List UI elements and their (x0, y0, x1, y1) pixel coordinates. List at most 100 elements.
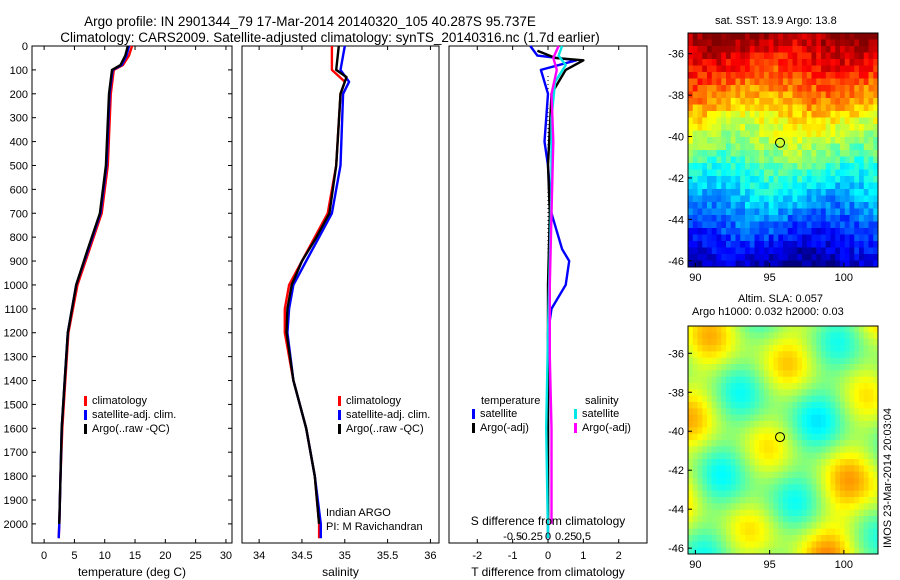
sst-map-cell (768, 176, 774, 183)
sst-map-cell (688, 182, 694, 190)
sla-map-cell (835, 408, 841, 416)
sst-map-cell (873, 85, 879, 92)
sst-map-cell (825, 143, 831, 151)
sla-map-cell (802, 408, 808, 416)
sla-map-cell (707, 459, 713, 466)
sla-map-cell (721, 459, 727, 466)
sst-map-cell (702, 111, 708, 118)
sst-map-cell (730, 195, 736, 203)
sst-map-cell (792, 117, 798, 125)
sst-map-cell (749, 215, 755, 222)
sla-map-cell (840, 522, 846, 530)
sla-map-cell (835, 478, 841, 485)
sla-map-cell (830, 446, 836, 454)
sst-map-cell (816, 33, 822, 40)
sla-map-cell (783, 376, 789, 384)
sst-map-cell (721, 228, 727, 235)
sla-map-cell (697, 503, 703, 511)
sst-map-cell (830, 130, 836, 138)
sst-map-cell (821, 98, 827, 105)
sst-map-cell (735, 72, 741, 79)
sla-map-cell (792, 345, 798, 352)
sst-map-cell (740, 169, 746, 177)
sla-map-cell (873, 541, 879, 549)
sst-map-cell (735, 124, 741, 131)
sst-map-cell (873, 52, 879, 60)
sla-map-cell (802, 452, 808, 460)
sst-map-cell (749, 189, 755, 196)
sla-map-cell (792, 402, 798, 409)
sst-map-cell (802, 104, 808, 112)
sst-map-cell (873, 215, 879, 222)
sst-map-cell (806, 254, 812, 261)
sla-map-cell (711, 421, 717, 428)
sla-map-cell (840, 345, 846, 352)
sla-map-cell (754, 509, 760, 517)
sla-map-cell (854, 402, 860, 409)
sla-map-cell (768, 421, 774, 428)
sst-map-cell (692, 52, 698, 60)
sla-map-cell (859, 376, 865, 384)
sla-map-cell (773, 459, 779, 466)
sst-map-cell (802, 130, 808, 138)
sla-map-cell (707, 465, 713, 473)
sla-map-cell (745, 427, 751, 435)
sla-map-cell (730, 414, 736, 422)
sst-map-cell (844, 130, 850, 138)
sst-map-cell (821, 169, 827, 177)
sst-map-cell (688, 156, 694, 164)
sla-map-cell (802, 484, 808, 492)
sst-map-cell (716, 124, 722, 131)
sla-map-cell (863, 326, 869, 333)
sla-map-cell (773, 364, 779, 371)
sla-map-cell (835, 427, 841, 435)
sst-map-cell (778, 78, 784, 86)
sla-map-cell (711, 408, 717, 416)
sst-map-cell (688, 98, 694, 105)
x-tick-label: 35.5 (377, 550, 398, 562)
sla-map-cell (778, 370, 784, 378)
sst-map-cell (773, 65, 779, 73)
sst-map-cell (844, 169, 850, 177)
sst-map-cell (768, 215, 774, 222)
sst-map-cell (692, 59, 698, 66)
sst-map-cell (759, 98, 765, 105)
sst-map-cell (816, 234, 822, 242)
sst-map-cell (697, 156, 703, 164)
sst-map-cell (854, 169, 860, 177)
sst-map-cell (702, 156, 708, 164)
sla-map-cell (859, 364, 865, 371)
sst-map-cell (745, 163, 751, 170)
sla-map-cell (806, 332, 812, 340)
sst-map-cell (730, 247, 736, 255)
sla-map-cell (868, 414, 874, 422)
sla-map-cell (716, 528, 722, 536)
sst-map-cell (697, 130, 703, 138)
x-tick-label: 1 (580, 550, 586, 562)
sla-map-cell (759, 421, 765, 428)
sst-map-cell (726, 33, 732, 40)
sla-map-cell (859, 509, 865, 517)
sla-map-cell (844, 484, 850, 492)
sla-map-cell (749, 402, 755, 409)
sst-map-cell (840, 33, 846, 40)
sla-map-cell (825, 547, 831, 555)
sst-map-cell (783, 33, 789, 40)
sst-map-cell (764, 39, 770, 47)
sst-map-cell (802, 98, 808, 105)
sst-map-cell (787, 33, 793, 40)
sst-map-cell (787, 182, 793, 190)
sst-map-cell (692, 241, 698, 248)
sla-map-cell (749, 357, 755, 365)
sla-map-cell (697, 528, 703, 536)
sla-map-cell (692, 478, 698, 485)
sst-map-cell (830, 137, 836, 144)
sst-map-cell (692, 117, 698, 125)
sst-map-cell (735, 228, 741, 235)
sst-map-cell (759, 39, 765, 47)
sla-map-cell (778, 402, 784, 409)
sst-map-cell (849, 85, 855, 92)
sla-map-cell (707, 446, 713, 454)
sst-map-cell (840, 260, 846, 268)
sla-map-cell (759, 338, 765, 346)
